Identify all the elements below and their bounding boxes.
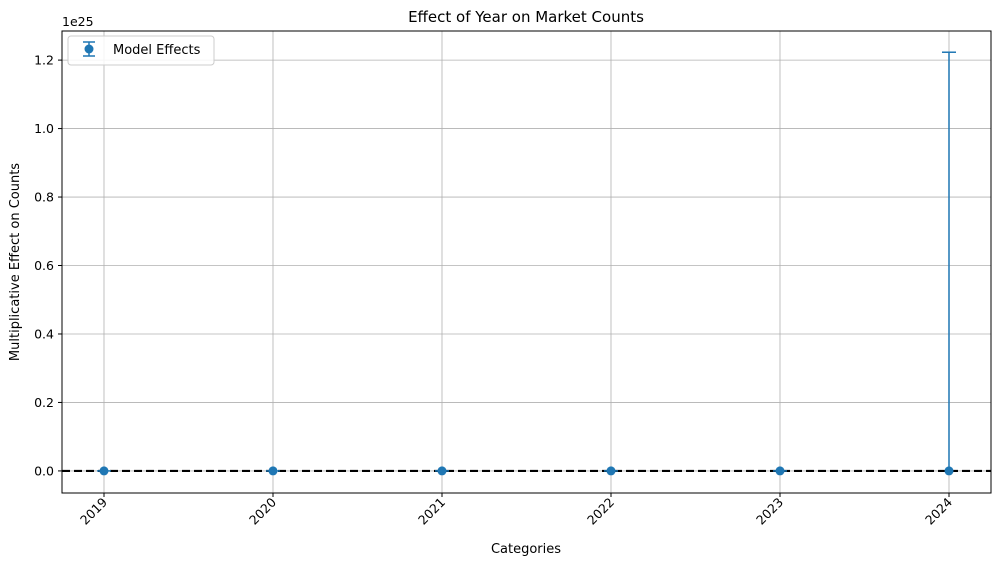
- legend-box: [67, 35, 215, 66]
- chart-title: Effect of Year on Market Counts: [408, 8, 644, 26]
- legend-marker: [84, 44, 94, 54]
- y-offset-label: 1e25: [62, 14, 94, 29]
- x-axis-title: Categories: [491, 542, 561, 557]
- x-tick-label: 2019: [77, 494, 110, 527]
- y-tick-label: 0.0: [34, 463, 54, 478]
- x-tick-label: 2023: [753, 495, 786, 528]
- data-points: [99, 466, 954, 476]
- x-tick-label: 2020: [246, 494, 279, 527]
- legend: Model Effects: [67, 35, 215, 66]
- data-point: [944, 466, 954, 476]
- data-point: [606, 466, 616, 476]
- grid: [62, 31, 991, 493]
- x-tick-label: 2021: [415, 495, 448, 528]
- y-tick-label: 1.2: [34, 53, 54, 68]
- data-point: [99, 466, 109, 476]
- y-tick-label: 1.0: [34, 121, 54, 136]
- data-point: [775, 466, 785, 476]
- x-axis-ticks: 2019 2020 2021 2022 2023 2024: [77, 493, 955, 528]
- y-tick-label: 0.8: [34, 190, 54, 205]
- y-axis-ticks: 0.0 0.2 0.4 0.6 0.8 1.0 1.2: [34, 53, 62, 478]
- error-bars: [97, 51, 956, 472]
- legend-label: Model Effects: [113, 43, 201, 58]
- x-tick-label: 2022: [584, 495, 617, 528]
- data-point: [268, 466, 278, 476]
- data-point: [437, 466, 447, 476]
- y-tick-label: 0.6: [34, 258, 54, 273]
- y-tick-label: 0.2: [34, 395, 54, 410]
- plot-frame: [61, 30, 992, 494]
- y-axis-title: Multiplicative Effect on Counts: [8, 163, 23, 361]
- y-tick-label: 0.4: [34, 326, 54, 341]
- x-tick-label: 2024: [922, 494, 955, 527]
